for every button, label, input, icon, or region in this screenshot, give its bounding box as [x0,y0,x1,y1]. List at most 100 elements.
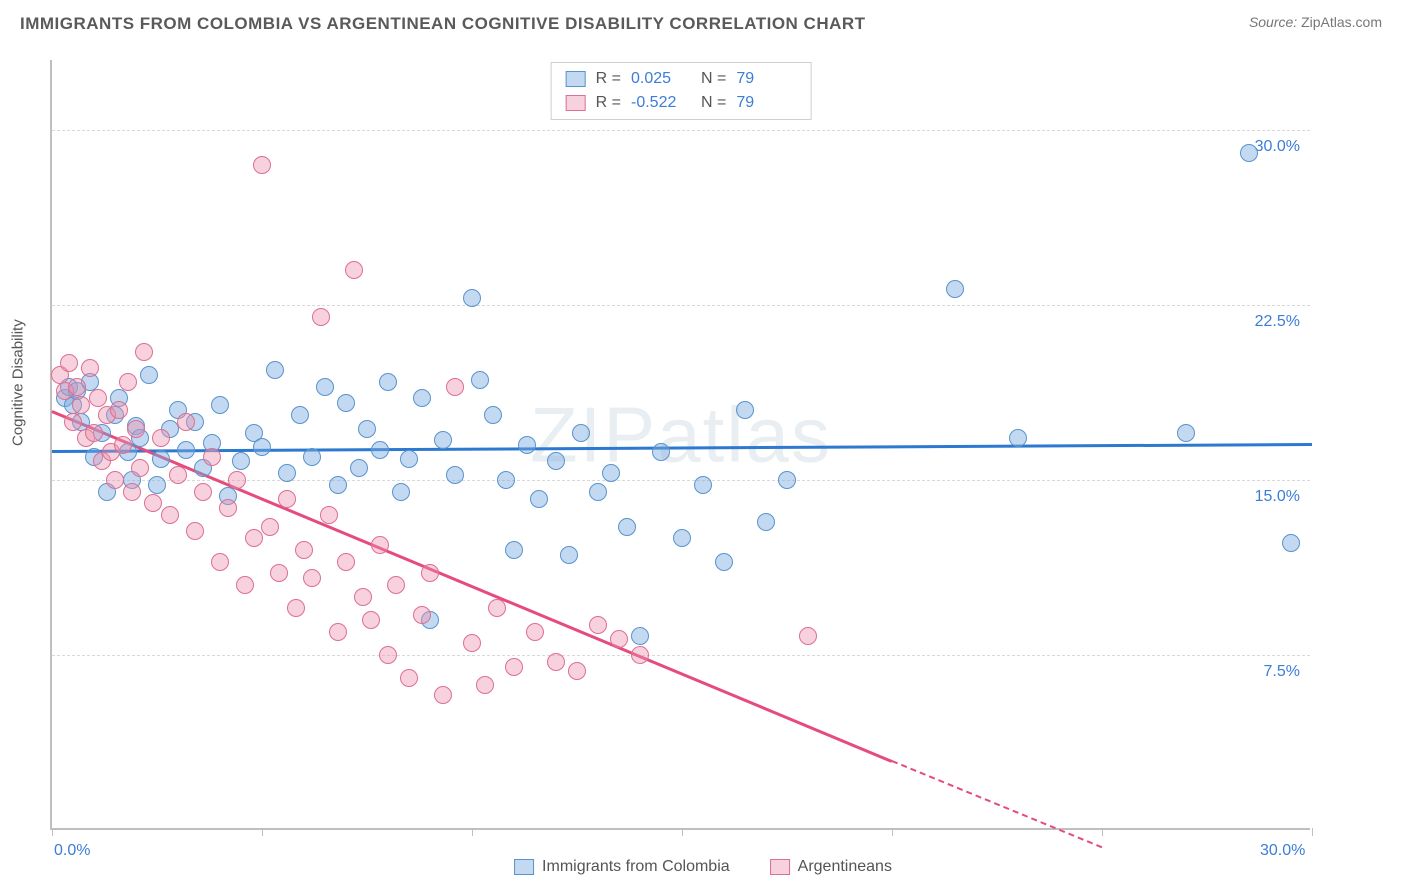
data-point [291,406,309,424]
legend-item-2: Argentineans [770,858,892,876]
stats-legend: R = 0.025 N = 79 R = -0.522 N = 79 [551,62,812,120]
data-point [316,378,334,396]
data-point [379,646,397,664]
data-point [236,576,254,594]
data-point [1282,534,1300,552]
data-point [303,569,321,587]
data-point [85,424,103,442]
x-tick [472,828,473,836]
x-tick-label: 30.0% [1260,842,1305,860]
data-point [194,483,212,501]
data-point [266,361,284,379]
y-axis-title: Cognitive Disability [10,319,27,446]
data-point [526,623,544,641]
data-point [421,564,439,582]
n-label2: N = [701,91,726,115]
y-tick-label: 7.5% [1264,663,1300,681]
bottom-legend: Immigrants from Colombia Argentineans [514,858,892,876]
data-point [81,359,99,377]
r-label: R = [596,67,621,91]
data-point [694,476,712,494]
data-point [484,406,502,424]
data-point [261,518,279,536]
data-point [337,553,355,571]
y-tick-label: 22.5% [1255,313,1300,331]
legend-swatch-pink [770,859,790,875]
data-point [135,343,153,361]
r-value-1: 0.025 [631,67,691,91]
data-point [177,413,195,431]
x-tick-label: 0.0% [54,842,90,860]
data-point [152,429,170,447]
data-point [497,471,515,489]
data-point [106,471,124,489]
n-value-2: 79 [736,91,796,115]
data-point [799,627,817,645]
data-point [778,471,796,489]
data-point [1240,144,1258,162]
data-point [446,466,464,484]
data-point [362,611,380,629]
data-point [618,518,636,536]
data-point [329,476,347,494]
data-point [64,413,82,431]
data-point [320,506,338,524]
data-point [673,529,691,547]
y-tick-label: 30.0% [1255,138,1300,156]
data-point [652,443,670,461]
data-point [295,541,313,559]
data-point [476,676,494,694]
chart-title: IMMIGRANTS FROM COLOMBIA VS ARGENTINEAN … [20,14,866,34]
data-point [446,378,464,396]
data-point [354,588,372,606]
data-point [303,448,321,466]
legend-label-2: Argentineans [798,858,892,876]
data-point [89,389,107,407]
data-point [110,401,128,419]
data-point [757,513,775,531]
data-point [589,483,607,501]
data-point [631,646,649,664]
data-point [253,156,271,174]
data-point [68,378,86,396]
x-tick [1312,828,1313,836]
data-point [337,394,355,412]
data-point [518,436,536,454]
data-point [505,541,523,559]
data-point [413,606,431,624]
data-point [1177,424,1195,442]
data-point [228,471,246,489]
data-point [434,686,452,704]
swatch-pink [566,95,586,111]
data-point [547,452,565,470]
data-point [560,546,578,564]
data-point [123,483,141,501]
n-value-1: 79 [736,67,796,91]
swatch-blue [566,71,586,87]
x-tick [892,828,893,836]
data-point [463,289,481,307]
data-point [1009,429,1027,447]
grid-line [52,305,1310,306]
stats-row-1: R = 0.025 N = 79 [566,67,797,91]
data-point [131,459,149,477]
data-point [278,490,296,508]
n-label: N = [701,67,726,91]
x-tick [1102,828,1103,836]
data-point [715,553,733,571]
data-point [387,576,405,594]
source-value: ZipAtlas.com [1301,14,1382,30]
data-point [203,448,221,466]
data-point [161,506,179,524]
data-point [350,459,368,477]
trend-line [52,410,893,762]
data-point [946,280,964,298]
data-point [278,464,296,482]
data-point [602,464,620,482]
data-point [358,420,376,438]
legend-item-1: Immigrants from Colombia [514,858,730,876]
x-tick [682,828,683,836]
data-point [413,389,431,407]
data-point [371,441,389,459]
trend-line [52,443,1312,452]
